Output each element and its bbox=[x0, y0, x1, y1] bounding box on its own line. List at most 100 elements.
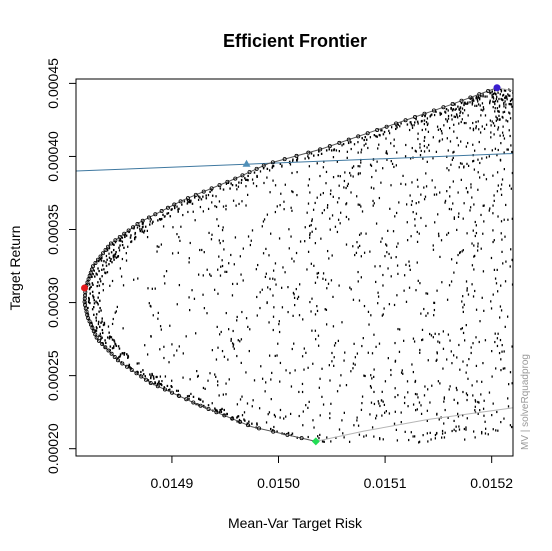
feasible-point bbox=[418, 232, 420, 235]
feasible-point bbox=[472, 129, 475, 132]
feasible-point bbox=[488, 155, 490, 158]
feasible-point bbox=[267, 413, 269, 416]
feasible-point bbox=[346, 184, 349, 188]
feasible-point bbox=[467, 114, 469, 117]
feasible-point bbox=[176, 303, 178, 306]
feasible-point bbox=[177, 210, 179, 213]
feasible-point bbox=[129, 236, 132, 239]
feasible-point bbox=[113, 339, 115, 342]
feasible-point bbox=[91, 308, 94, 311]
feasible-point bbox=[358, 233, 361, 236]
feasible-point bbox=[329, 228, 331, 231]
feasible-point bbox=[511, 345, 513, 348]
feasible-point bbox=[424, 195, 427, 198]
feasible-point bbox=[94, 275, 96, 278]
feasible-point bbox=[298, 414, 300, 418]
feasible-point bbox=[384, 380, 387, 383]
feasible-point bbox=[289, 163, 292, 166]
feasible-point bbox=[373, 134, 376, 137]
feasible-point bbox=[261, 225, 263, 228]
feasible-point bbox=[394, 359, 397, 362]
feasible-point bbox=[501, 115, 503, 119]
feasible-point bbox=[474, 104, 476, 107]
feasible-point bbox=[144, 375, 146, 378]
feasible-point bbox=[367, 310, 370, 313]
feasible-point bbox=[415, 212, 418, 215]
feasible-point bbox=[161, 379, 163, 383]
curves-layer bbox=[76, 87, 513, 442]
feasible-point bbox=[262, 167, 265, 170]
feasible-point bbox=[449, 339, 451, 342]
feasible-point bbox=[504, 89, 507, 92]
feasible-point bbox=[504, 325, 506, 328]
feasible-point bbox=[147, 379, 150, 382]
feasible-point bbox=[138, 362, 140, 365]
feasible-point bbox=[127, 245, 129, 248]
feasible-point bbox=[150, 375, 152, 378]
feasible-point bbox=[232, 343, 235, 346]
feasible-point bbox=[396, 245, 398, 248]
feasible-point bbox=[245, 371, 247, 374]
feasible-point bbox=[123, 353, 125, 356]
feasible-point bbox=[412, 435, 414, 438]
feasible-point bbox=[503, 105, 505, 108]
feasible-point bbox=[210, 274, 212, 277]
feasible-point bbox=[495, 115, 497, 118]
frontier-point bbox=[184, 397, 189, 402]
feasible-point bbox=[373, 390, 375, 394]
feasible-point bbox=[453, 115, 455, 118]
feasible-point bbox=[427, 130, 430, 133]
frontier-point bbox=[285, 432, 290, 437]
frontier-point bbox=[98, 254, 103, 259]
feasible-point bbox=[256, 422, 258, 425]
feasible-point bbox=[487, 433, 489, 436]
feasible-point bbox=[499, 305, 502, 308]
feasible-point bbox=[484, 432, 487, 435]
feasible-point bbox=[315, 338, 317, 341]
feasible-point bbox=[345, 384, 348, 387]
frontier-point bbox=[233, 176, 238, 181]
feasible-point bbox=[482, 109, 484, 112]
feasible-point bbox=[134, 233, 136, 236]
feasible-point bbox=[446, 120, 449, 123]
feasible-point bbox=[411, 181, 413, 184]
feasible-point bbox=[429, 332, 431, 336]
feasible-point bbox=[312, 208, 315, 211]
feasible-point bbox=[489, 102, 491, 105]
feasible-point bbox=[288, 228, 290, 231]
feasible-point bbox=[198, 397, 200, 401]
feasible-point bbox=[211, 201, 213, 204]
feasible-point bbox=[225, 204, 227, 207]
feasible-point bbox=[293, 296, 296, 299]
feasible-point bbox=[485, 178, 488, 181]
feasible-point bbox=[358, 433, 361, 436]
feasible-point bbox=[442, 347, 445, 350]
feasible-point bbox=[452, 202, 454, 205]
frontier-point bbox=[198, 403, 203, 408]
feasible-point bbox=[268, 411, 271, 414]
feasible-point bbox=[380, 181, 382, 184]
feasible-point bbox=[105, 264, 108, 267]
feasible-point bbox=[202, 274, 204, 277]
feasible-point bbox=[118, 249, 121, 252]
feasible-point bbox=[87, 300, 90, 303]
feasible-point bbox=[280, 192, 282, 195]
feasible-point bbox=[385, 243, 387, 246]
feasible-point bbox=[490, 307, 493, 310]
feasible-point bbox=[426, 432, 428, 435]
feasible-point bbox=[288, 247, 290, 250]
feasible-point bbox=[319, 433, 321, 437]
feasible-point bbox=[168, 361, 170, 364]
feasible-point bbox=[352, 367, 354, 370]
feasible-point bbox=[361, 344, 363, 348]
feasible-point bbox=[489, 207, 491, 210]
feasible-point bbox=[166, 384, 169, 388]
feasible-point bbox=[205, 194, 207, 197]
feasible-point bbox=[316, 276, 319, 279]
feasible-point bbox=[189, 201, 192, 204]
feasible-point bbox=[100, 259, 103, 262]
feasible-point bbox=[421, 128, 423, 132]
feasible-point bbox=[139, 228, 141, 231]
feasible-point bbox=[432, 336, 434, 339]
feasible-point bbox=[401, 369, 403, 372]
